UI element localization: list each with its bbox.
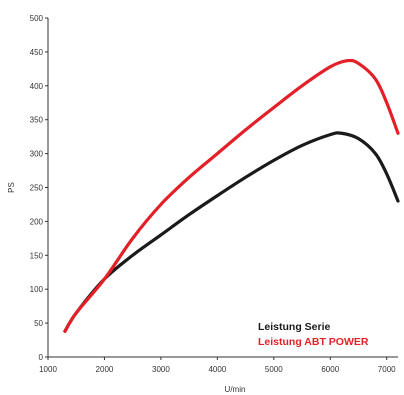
x-tick-label: 4000 — [208, 365, 226, 374]
series-line-abt-power — [63, 58, 400, 333]
y-tick-label: 50 — [34, 319, 43, 328]
x-tick-label: 1000 — [39, 365, 57, 374]
legend: Leistung Serie Leistung ABT POWER — [258, 321, 369, 348]
series-line-serie — [63, 131, 400, 333]
y-tick-label: 150 — [30, 251, 44, 260]
y-tick-label: 400 — [30, 82, 44, 91]
y-tick-label: 500 — [30, 14, 44, 23]
x-tick-label: 3000 — [152, 365, 170, 374]
series-layer — [63, 58, 400, 333]
y-tick-label: 300 — [30, 150, 44, 159]
legend-entry-serie: Leistung Serie — [258, 321, 331, 333]
x-tick-label: 6000 — [321, 365, 339, 374]
y-axis-label: PS — [7, 182, 16, 193]
y-tick-label: 450 — [30, 48, 44, 57]
y-tick-label: 200 — [30, 217, 44, 226]
axes: 0 50 100 150 200 250 300 350 400 450 500 1000 2000 30… — [30, 14, 398, 374]
y-tick-label: 100 — [30, 285, 44, 294]
x-tick-label: 7000 — [378, 365, 396, 374]
y-tick-label: 0 — [39, 353, 44, 362]
legend-entry-abt-power: Leistung ABT POWER — [258, 336, 369, 348]
x-tick-label: 2000 — [96, 365, 114, 374]
x-tick-label: 5000 — [265, 365, 283, 374]
y-tick-label: 250 — [30, 184, 44, 193]
x-axis-label: U/min — [225, 385, 246, 394]
y-tick-label: 350 — [30, 116, 44, 125]
